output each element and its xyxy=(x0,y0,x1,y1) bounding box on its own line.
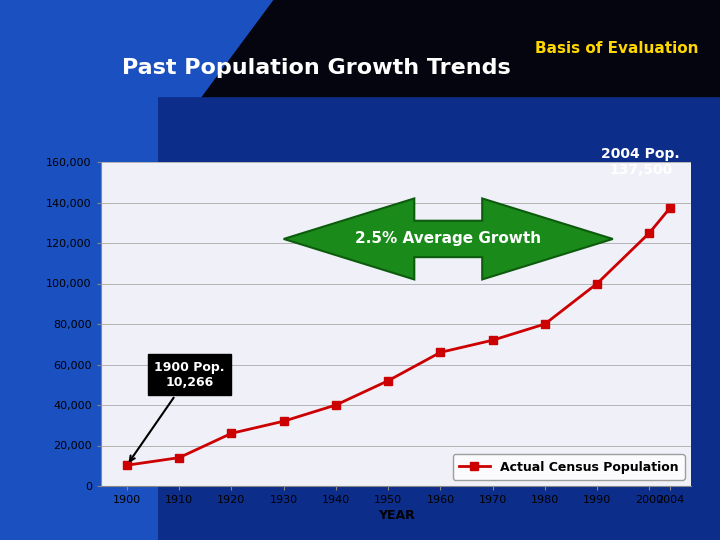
Bar xyxy=(0,97,158,540)
Text: 2.5% Average Growth: 2.5% Average Growth xyxy=(355,232,541,246)
Actual Census Population xyxy=(175,455,184,461)
Polygon shape xyxy=(202,0,720,97)
Polygon shape xyxy=(0,0,274,97)
Bar xyxy=(0,0,720,97)
Actual Census Population xyxy=(332,402,341,408)
Actual Census Population xyxy=(593,280,601,287)
Actual Census Population xyxy=(227,430,235,436)
Legend: Actual Census Population: Actual Census Population xyxy=(453,454,685,480)
Text: 2004 Pop.
137,500: 2004 Pop. 137,500 xyxy=(601,147,680,177)
Actual Census Population xyxy=(488,337,497,343)
Actual Census Population xyxy=(384,377,392,384)
Text: Past Population Growth Trends: Past Population Growth Trends xyxy=(122,57,511,78)
Polygon shape xyxy=(284,198,613,280)
X-axis label: YEAR: YEAR xyxy=(377,509,415,522)
Actual Census Population xyxy=(666,204,675,211)
Actual Census Population xyxy=(436,349,445,355)
Text: Basis of Evaluation: Basis of Evaluation xyxy=(535,41,698,56)
Actual Census Population xyxy=(122,462,131,469)
Actual Census Population xyxy=(541,321,549,327)
Line: Actual Census Population: Actual Census Population xyxy=(122,204,675,469)
Text: 1900 Pop.
10,266: 1900 Pop. 10,266 xyxy=(130,361,225,461)
Actual Census Population xyxy=(645,230,654,236)
Bar xyxy=(0,97,720,540)
Actual Census Population xyxy=(279,418,288,424)
